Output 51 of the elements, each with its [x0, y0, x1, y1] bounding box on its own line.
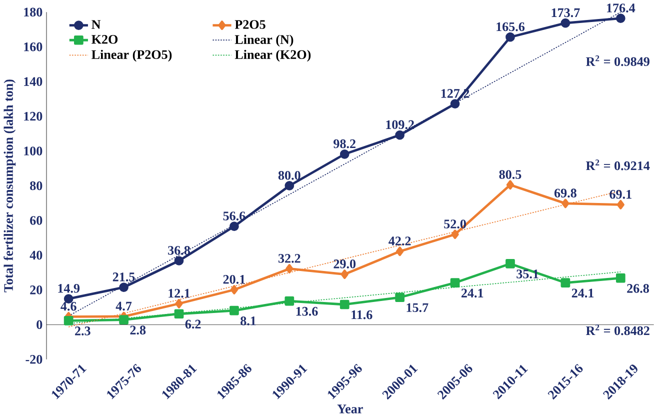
data-label: 12.1 [168, 288, 190, 298]
legend-label: N [92, 20, 101, 29]
data-label: 69.8 [554, 188, 576, 198]
data-label: 173.7 [552, 8, 580, 18]
data-label: 80.5 [499, 170, 522, 179]
data-label: 20.1 [223, 274, 245, 284]
y-tick-label: 0 [36, 320, 42, 330]
data-label: 29.0 [334, 260, 356, 268]
data-label: 4.7 [116, 302, 132, 311]
data-label: 15.7 [406, 303, 428, 312]
data-label: 32.2 [278, 254, 300, 263]
data-label: 36.8 [168, 246, 190, 255]
data-label: 24.1 [461, 288, 484, 298]
data-label: 8.1 [240, 316, 256, 326]
data-label: 13.6 [296, 306, 318, 316]
legend-label: P2O5 [234, 20, 266, 29]
annotation: R$^{2}$ = 0.9214 [586, 160, 650, 170]
y-tick-label: 80 [30, 181, 42, 190]
y-tick-label: 20 [30, 286, 42, 294]
data-label: 52.0 [444, 220, 466, 228]
data-label: 98.2 [334, 139, 356, 148]
data-label: 4.6 [60, 302, 76, 311]
y-tick-label: 100 [24, 146, 42, 156]
legend-label: Linear (K2O) [234, 50, 311, 62]
y-tick-label: 180 [24, 8, 42, 17]
data-label: 69.1 [610, 190, 632, 199]
annotation: R$^{2}$ = 0.9849 [586, 55, 650, 66]
data-label: 2.3 [75, 326, 90, 336]
legend-label: K2O [92, 34, 118, 44]
y-tick-label: 120 [24, 112, 42, 121]
data-label: 165.6 [496, 22, 525, 32]
legend-label: Linear (N) [234, 34, 294, 47]
data-label: 42.2 [388, 236, 411, 246]
data-label: 26.8 [627, 284, 649, 293]
y-tick-label: 160 [24, 42, 42, 52]
y-tick-label: 40 [30, 250, 42, 260]
annotation: R$^{2}$ = 0.8482 [586, 324, 650, 336]
data-label: 80.0 [278, 170, 300, 180]
legend-label: Linear (P2O5) [92, 50, 172, 62]
data-label: 21.5 [112, 272, 135, 282]
data-label: 35.1 [516, 270, 538, 278]
data-label: 14.9 [58, 284, 80, 293]
data-label: 2.8 [130, 326, 146, 335]
y-tick-label: -20 [26, 354, 42, 364]
data-label: 11.6 [352, 310, 372, 320]
y-tick-label: 60 [30, 216, 42, 225]
data-label: 176.4 [607, 4, 636, 12]
y-tick-label: 140 [24, 77, 42, 86]
x-axis-title: Year [337, 404, 363, 414]
y-axis-title: Total fertilizer consumption (lakh ton) [4, 80, 16, 292]
data-label: 24.1 [572, 288, 594, 298]
